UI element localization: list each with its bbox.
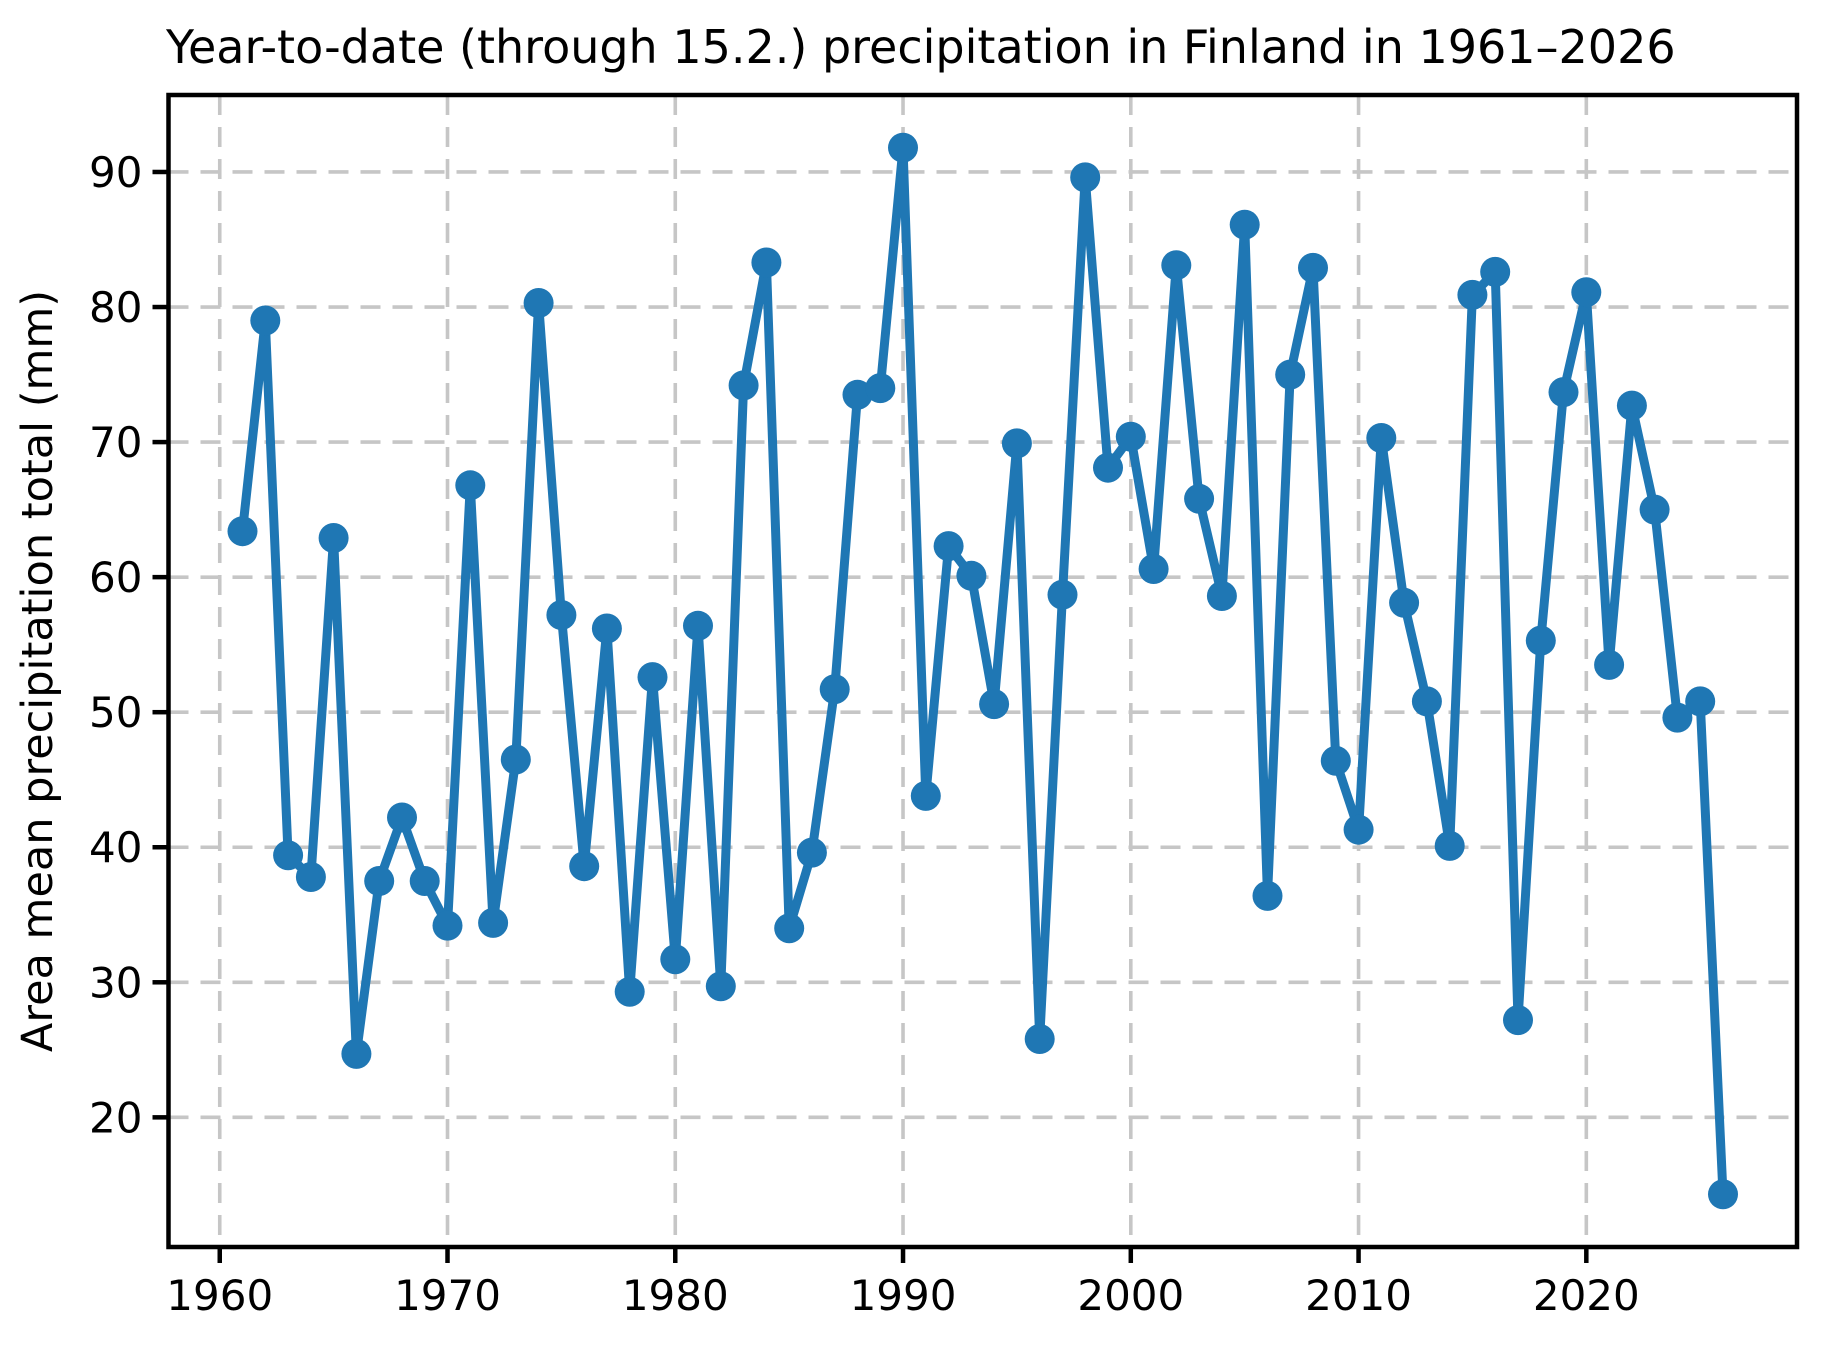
x-tick-label: 1980 [622, 1271, 729, 1320]
data-point [1138, 554, 1169, 584]
data-point [1252, 880, 1283, 911]
data-point [1594, 649, 1625, 680]
data-point [1480, 256, 1511, 287]
data-point [774, 913, 805, 944]
data-point [523, 288, 554, 318]
data-point [1685, 686, 1716, 717]
data-point [1115, 421, 1146, 452]
data-point [1389, 587, 1420, 618]
data-point [1434, 830, 1465, 861]
y-tick-label: 70 [89, 418, 142, 467]
y-axis-label: Area mean precipitation total (mm) [13, 290, 63, 1052]
data-point [478, 907, 509, 938]
tick-labels: 1960 1970 1980 1990 2000 2010 2020203040506070… [89, 148, 1640, 1320]
data-point [1184, 483, 1215, 514]
data-point [1457, 279, 1488, 310]
data-point [865, 373, 896, 404]
data-point [546, 600, 577, 630]
chart-title: Year-to-date (through 15.2.) precipitati… [165, 20, 1676, 74]
data-point [409, 866, 440, 896]
data-point [1070, 162, 1101, 193]
data-point [273, 840, 304, 871]
data-point [1662, 702, 1693, 733]
y-tick-label: 60 [89, 553, 142, 602]
data-point [500, 744, 531, 775]
y-tick-label: 40 [89, 823, 142, 872]
x-tick-label: 1990 [850, 1271, 957, 1320]
precipitation-line [238, 143, 1728, 1199]
data-point [660, 944, 691, 975]
x-tick-label: 1970 [394, 1271, 501, 1320]
y-tick-label: 30 [89, 958, 142, 1007]
data-point [569, 851, 600, 882]
data-point [637, 662, 668, 693]
data-point [705, 971, 736, 1002]
y-tick-label: 50 [89, 688, 142, 737]
data-point [1093, 452, 1123, 483]
x-tick-label: 2020 [1533, 1271, 1640, 1320]
data-point [387, 802, 417, 833]
data-point [910, 780, 941, 811]
data-point [1320, 745, 1351, 776]
data-point [819, 674, 850, 705]
data-point [1548, 377, 1579, 408]
data-point [227, 516, 258, 547]
data-point [591, 613, 622, 644]
data-point [1298, 252, 1328, 283]
data-point [1001, 428, 1032, 459]
y-tick-label: 20 [89, 1093, 142, 1142]
data-point [1639, 494, 1670, 525]
data-point [1024, 1024, 1055, 1054]
x-tick-label: 1960 [166, 1271, 273, 1320]
data-point [1206, 581, 1237, 611]
data-point [1275, 359, 1306, 390]
gridlines [168, 95, 1797, 1247]
data-point [933, 531, 964, 562]
y-tick-label: 90 [89, 148, 142, 197]
data-point [432, 910, 463, 941]
x-tick-label: 2000 [1077, 1271, 1184, 1320]
data-point [1366, 423, 1397, 453]
data-point [1229, 209, 1260, 240]
data-point [1503, 1005, 1533, 1036]
data-point [455, 470, 486, 501]
plot-spines [166, 92, 1800, 1250]
data-point [979, 689, 1010, 720]
axes [152, 92, 1800, 1263]
data-point [1047, 579, 1078, 610]
data-point [683, 610, 713, 641]
data-point [728, 370, 759, 401]
data-point [341, 1038, 372, 1069]
data-point [364, 866, 395, 896]
data-point [1343, 814, 1374, 845]
data-point [295, 862, 326, 892]
data-point [842, 379, 873, 410]
data-point [796, 837, 827, 868]
data-point [318, 523, 349, 553]
y-tick-label: 80 [89, 283, 142, 332]
data-point [614, 976, 645, 1007]
data-point [250, 305, 281, 336]
data-point [1571, 277, 1602, 308]
data-point [1708, 1179, 1738, 1210]
data-point [751, 247, 782, 278]
data-point [1616, 390, 1647, 421]
data-point [888, 132, 918, 163]
data-point [1411, 686, 1442, 717]
x-tick-label: 2010 [1305, 1271, 1412, 1320]
data-point [1161, 250, 1192, 281]
data-point [1525, 625, 1556, 656]
data-series [227, 132, 1738, 1210]
data-point [956, 560, 987, 591]
